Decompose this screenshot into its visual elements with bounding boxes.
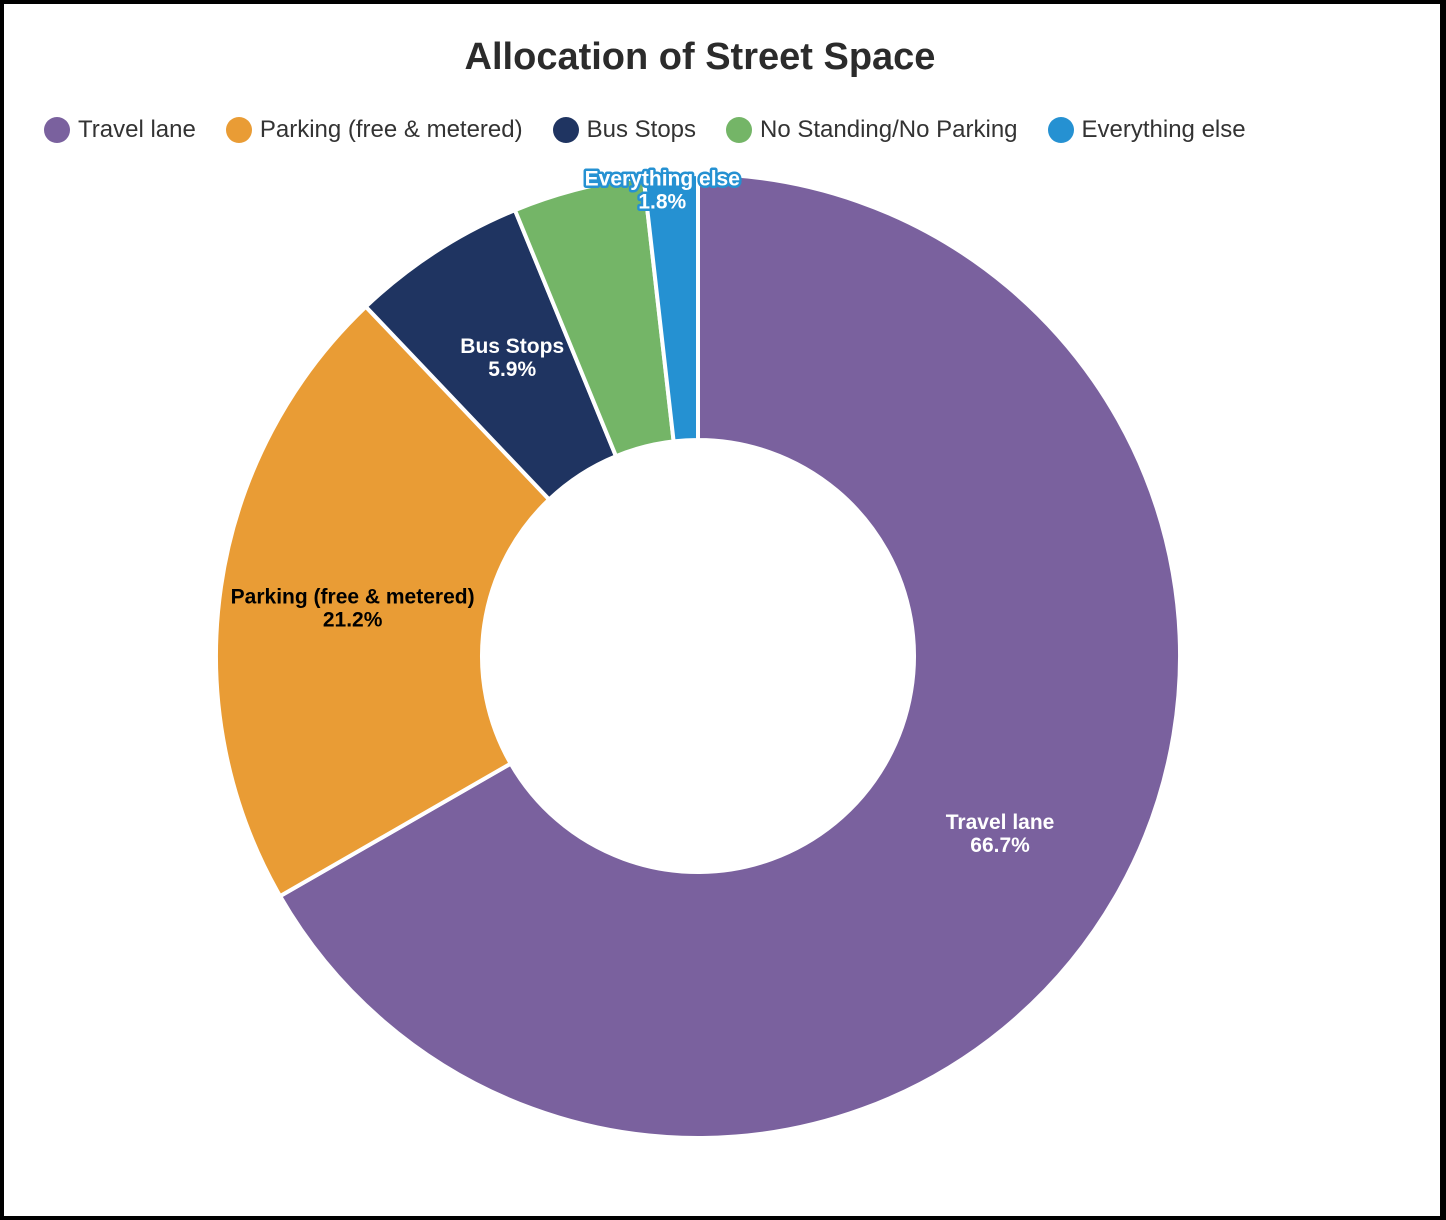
legend-item-travel-lane[interactable]: Travel lane [44,116,196,144]
slice-label-everything-else: Everything else [585,168,740,191]
legend-label-no-standing: No Standing/No Parking [760,116,1018,143]
slice-value-bus-stops: 5.9% [488,358,536,381]
legend-label-parking: Parking (free & metered) [259,116,523,143]
legend-item-bus-stops[interactable]: Bus Stops [552,116,697,144]
slice-everything-else[interactable] [641,172,700,444]
legend-item-parking[interactable]: Parking (free & metered) [225,116,523,144]
chart-frame: Allocation of Street Space Travel lane P… [4,4,1440,1216]
slice-label-bus-stops: Bus Stops [460,335,564,358]
legend-swatch-everything-else [1047,117,1074,143]
slice-value-parking-free-metered: 21.2% [323,609,383,632]
slice-label-parking-free-metered: Parking (free & metered) [231,586,475,609]
slice-label-travel-lane: Travel lane [946,811,1055,834]
legend-swatch-no-standing [726,117,753,143]
legend-label-everything-else: Everything else [1081,116,1246,143]
legend-swatch-bus-stops [552,117,579,143]
slice-parking-free-metered[interactable] [214,304,552,899]
legend-swatch-travel-lane [44,117,70,143]
chart-legend: Travel lane Parking (free & metered) Bus… [44,110,1276,150]
slice-value-travel-lane: 66.7% [970,834,1030,857]
legend-swatch-parking [225,117,252,143]
slice-travel-lane[interactable] [278,172,1182,1140]
chart-title: Allocation of Street Space [464,36,936,78]
legend-label-bus-stops: Bus Stops [586,116,697,143]
legend-item-everything-else[interactable]: Everything else [1047,116,1246,144]
slice-value-everything-else: 1.8% [638,191,686,214]
legend-label-travel-lane: Travel lane [78,116,196,143]
legend-item-no-standing[interactable]: No Standing/No Parking [726,116,1018,144]
